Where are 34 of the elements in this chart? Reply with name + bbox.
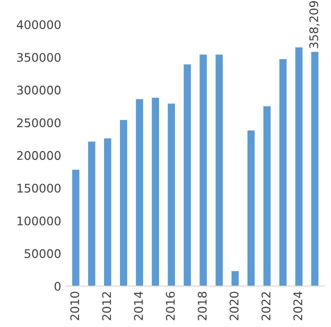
bar (120, 120, 128, 286)
bar (216, 54, 223, 286)
bar (72, 170, 80, 286)
y-tick-label: 250000 (17, 118, 61, 128)
bar (88, 142, 96, 286)
x-tick-label: 2010 (70, 292, 80, 320)
x-tick-label: 2014 (134, 292, 143, 320)
bar (247, 130, 255, 286)
x-tick-label: 2020 (230, 292, 239, 320)
y-tick-label: 400000 (16, 20, 61, 30)
bar (311, 52, 318, 286)
y-tick-label: 50000 (24, 249, 61, 258)
y-tick-label: 350000 (17, 52, 61, 62)
data-label: 358,209 (309, 1, 320, 48)
x-tick-label: 2022 (262, 292, 270, 320)
bar (152, 98, 160, 286)
bar (232, 271, 239, 286)
x-tick-label: 2018 (198, 292, 207, 320)
bar (279, 59, 287, 286)
bar (184, 64, 191, 286)
bar (295, 47, 302, 286)
y-tick-label: 150000 (18, 184, 61, 193)
bar (104, 138, 112, 286)
x-tick-label: 2024 (293, 292, 302, 320)
y-tick-label: 300000 (17, 86, 61, 95)
x-tick-label: 2012 (102, 292, 112, 320)
y-tick-label: 200000 (17, 151, 61, 160)
y-tick-label: 100000 (18, 216, 61, 226)
y-tick-label: 0 (54, 282, 61, 291)
x-tick-label: 2016 (166, 292, 175, 320)
bar (168, 104, 175, 286)
bar (136, 99, 144, 286)
bar (200, 54, 207, 286)
bar (263, 106, 271, 286)
